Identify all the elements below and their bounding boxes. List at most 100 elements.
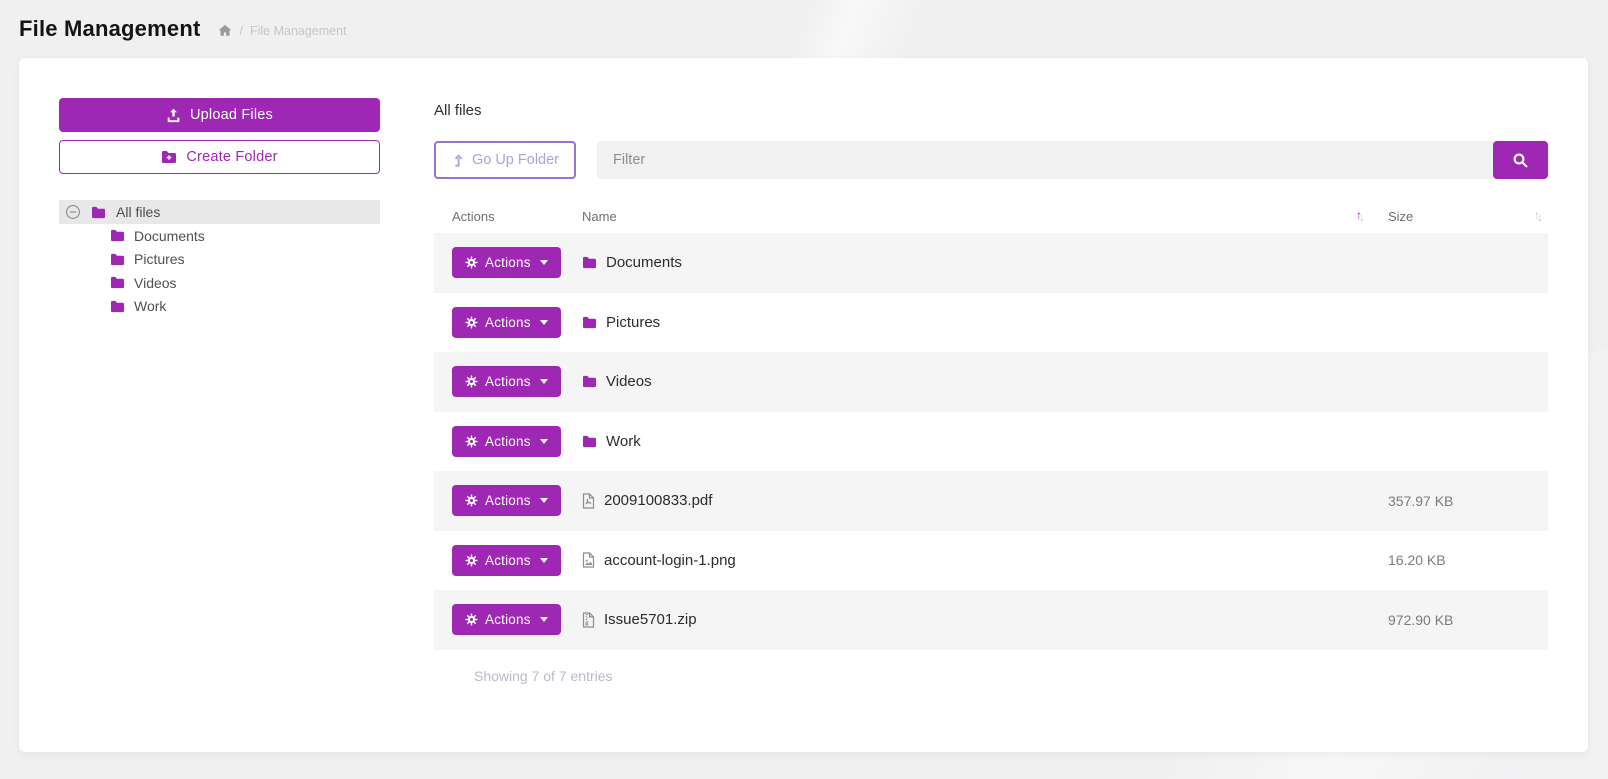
tree-item-all-files[interactable]: All files (59, 200, 380, 224)
row-actions-label: Actions (485, 374, 531, 390)
row-actions-label: Actions (485, 612, 531, 628)
name-cell: Pictures (564, 314, 1370, 331)
main-panel: All files Go Up Folder Actions Name (434, 98, 1548, 712)
tree-item-label: Work (134, 298, 167, 315)
file-name: Work (606, 432, 641, 450)
tree-item-pictures[interactable]: Pictures (110, 248, 380, 272)
size-cell: 972.90 KB (1388, 611, 1454, 628)
folder-tree: All files Documents Pictures Videos Work (59, 200, 380, 318)
file-manager-card: Upload Files Create Folder All files Doc… (19, 58, 1588, 752)
sort-icon-size[interactable]: ↑↓ (1534, 208, 1543, 224)
gear-icon (465, 613, 478, 626)
row-actions-label: Actions (485, 552, 531, 568)
table-row: Actions account-login-1.png 16.20 KB (434, 531, 1548, 591)
caret-down-icon (539, 557, 548, 563)
caret-down-icon (539, 379, 548, 385)
tree-item-label: Videos (134, 274, 177, 291)
folder-icon (91, 206, 106, 219)
archive-file-icon (582, 612, 595, 628)
row-actions-label: Actions (485, 493, 531, 509)
size-cell: 16.20 KB (1388, 552, 1446, 569)
tree-item-label: Pictures (134, 251, 185, 268)
caret-down-icon (539, 617, 548, 623)
filter-input[interactable] (597, 141, 1493, 179)
gear-icon (465, 256, 478, 269)
row-actions-button[interactable]: Actions (452, 425, 561, 457)
collapse-icon[interactable] (65, 204, 81, 220)
table-row: Actions Issue5701.zip 972.90 KB (434, 590, 1548, 650)
name-cell: Issue5701.zip (564, 611, 1370, 628)
file-table-body: Actions Documents Actions Pictures (434, 233, 1548, 650)
column-header-size[interactable]: Size ↑↓ (1370, 208, 1548, 224)
row-actions-button[interactable]: Actions (452, 366, 561, 398)
file-name: Videos (606, 373, 652, 391)
go-up-folder-button[interactable]: Go Up Folder (434, 141, 576, 179)
row-actions-button[interactable]: Actions (452, 306, 561, 338)
gear-icon (465, 435, 478, 448)
name-cell: Work (564, 433, 1370, 450)
breadcrumb: / File Management (218, 23, 347, 38)
image-file-icon (582, 552, 595, 568)
tree-root-label: All files (116, 204, 161, 220)
row-actions-button[interactable]: Actions (452, 485, 561, 517)
name-cell: account-login-1.png (564, 552, 1370, 569)
name-cell: 2009100833.pdf (564, 492, 1370, 509)
table-header: Actions Name ↑↓ Size ↑↓ (434, 199, 1548, 233)
folder-plus-icon (161, 150, 177, 164)
file-name: account-login-1.png (604, 551, 736, 569)
level-up-icon (451, 153, 464, 168)
table-row: Actions Pictures (434, 293, 1548, 353)
folder-icon (110, 300, 125, 313)
toolbar: Go Up Folder (434, 141, 1548, 179)
table-row: Actions Work (434, 412, 1548, 472)
row-actions-label: Actions (485, 433, 531, 449)
upload-icon (166, 108, 181, 123)
caret-down-icon (539, 260, 548, 266)
create-folder-label: Create Folder (186, 149, 278, 165)
page-title: File Management (19, 16, 201, 41)
pdf-file-icon (582, 493, 595, 509)
tree-item-documents[interactable]: Documents (110, 224, 380, 248)
home-icon[interactable] (218, 24, 232, 37)
folder-icon (110, 253, 125, 266)
tree-item-work[interactable]: Work (110, 295, 380, 319)
caret-down-icon (539, 438, 548, 444)
upload-files-button[interactable]: Upload Files (59, 98, 380, 132)
create-folder-button[interactable]: Create Folder (59, 140, 380, 174)
sort-icon-name[interactable]: ↑↓ (1356, 208, 1365, 224)
gear-icon (465, 316, 478, 329)
row-actions-button[interactable]: Actions (452, 247, 561, 279)
search-button[interactable] (1493, 141, 1548, 179)
tree-item-label: Documents (134, 227, 205, 244)
folder-icon (582, 316, 597, 329)
go-up-folder-label: Go Up Folder (471, 152, 560, 168)
row-actions-button[interactable]: Actions (452, 544, 561, 576)
tree-item-videos[interactable]: Videos (110, 271, 380, 295)
folder-icon (582, 435, 597, 448)
file-name: Documents (606, 254, 682, 272)
filter-group (597, 141, 1548, 179)
current-folder-heading: All files (434, 102, 482, 119)
folder-icon (110, 276, 125, 289)
tree-children: Documents Pictures Videos Work (59, 224, 380, 318)
table-row: Actions Documents (434, 233, 1548, 293)
row-actions-button[interactable]: Actions (452, 604, 561, 636)
search-icon (1512, 152, 1529, 169)
caret-down-icon (539, 319, 548, 325)
file-name: Issue5701.zip (604, 611, 697, 629)
gear-icon (465, 375, 478, 388)
row-actions-label: Actions (485, 255, 531, 271)
file-name: Pictures (606, 313, 661, 331)
folder-icon (582, 375, 597, 388)
upload-files-label: Upload Files (190, 107, 273, 123)
name-cell: Videos (564, 373, 1370, 390)
column-header-actions: Actions (452, 208, 495, 224)
size-cell: 357.97 KB (1388, 492, 1454, 509)
breadcrumb-current: File Management (249, 23, 347, 38)
sidebar: Upload Files Create Folder All files Doc… (59, 98, 380, 712)
gear-icon (465, 554, 478, 567)
column-header-name[interactable]: Name ↑↓ (564, 208, 1370, 224)
table-row: Actions 2009100833.pdf 357.97 KB (434, 471, 1548, 531)
gear-icon (465, 494, 478, 507)
page-header: File Management / File Management (0, 0, 1608, 58)
